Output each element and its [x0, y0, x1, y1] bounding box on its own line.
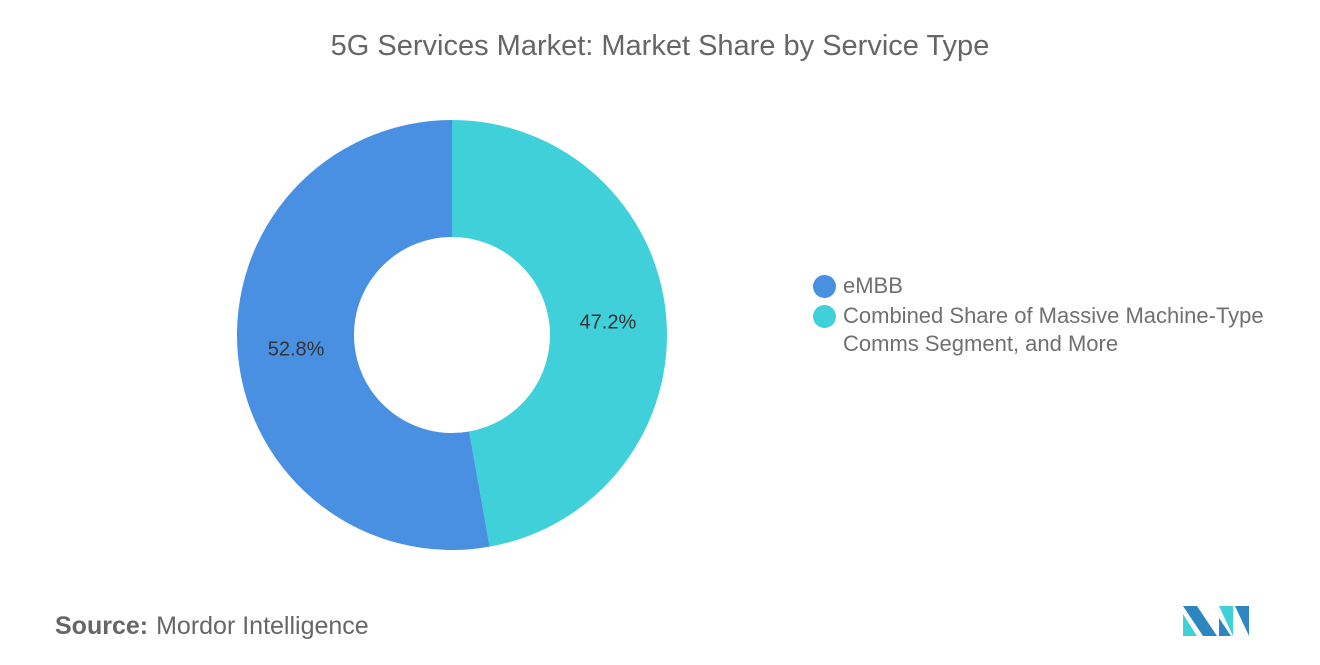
- slice-embb[interactable]: [236, 120, 490, 550]
- legend-label: eMBB: [843, 273, 903, 298]
- data-label: 52.8%: [268, 339, 325, 361]
- source-note: Source: Mordor Intelligence: [55, 612, 369, 641]
- legend-swatch: [813, 305, 836, 328]
- legend-swatch: [813, 275, 836, 298]
- mordor-intelligence-logo: [1183, 606, 1249, 636]
- legend-item-embb[interactable]: eMBB: [813, 272, 1283, 300]
- source-text: Mordor Intelligence: [156, 612, 369, 640]
- legend: eMBB Combined Share of Massive Machine-T…: [813, 272, 1283, 360]
- legend-label: Combined Share of Massive Machine-Type C…: [843, 303, 1264, 356]
- chart-title: 5G Services Market: Market Share by Serv…: [330, 30, 990, 62]
- legend-item-combined[interactable]: Combined Share of Massive Machine-Type C…: [813, 302, 1283, 358]
- slice-combined[interactable]: [452, 120, 667, 547]
- data-label: 47.2%: [580, 311, 637, 333]
- source-prefix: Source:: [55, 612, 149, 640]
